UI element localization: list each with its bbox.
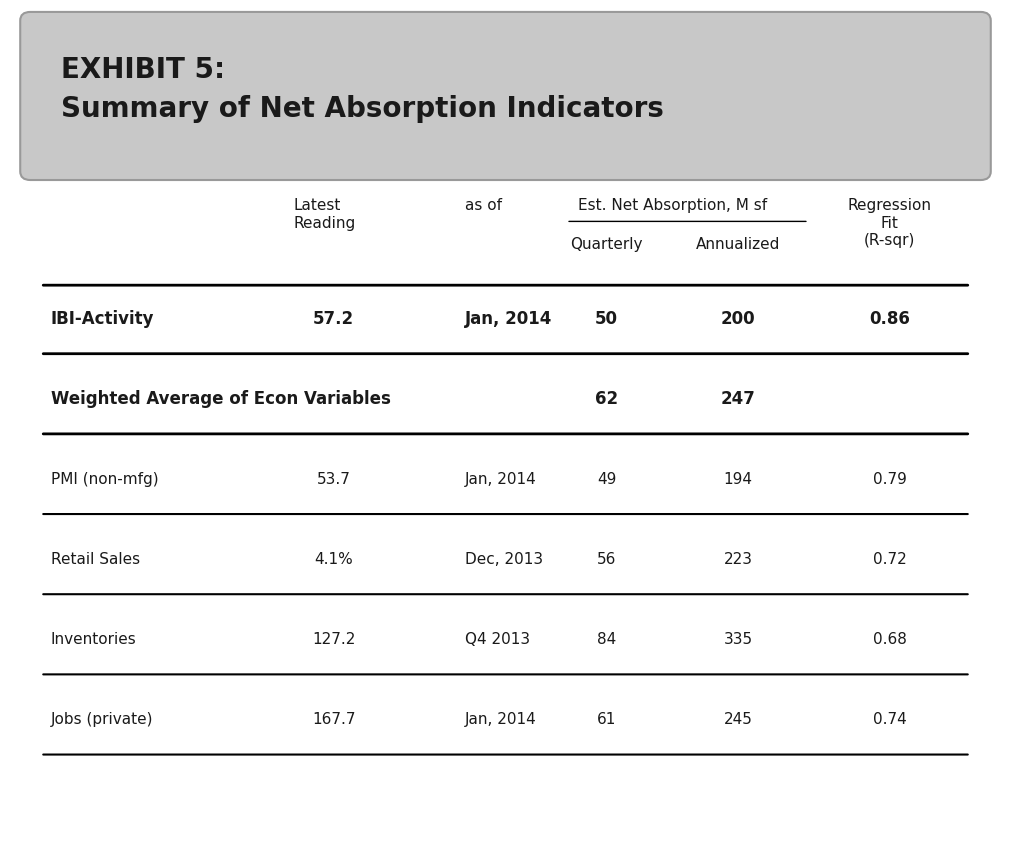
- Text: 84: 84: [596, 631, 617, 647]
- Text: PMI (non-mfg): PMI (non-mfg): [51, 471, 158, 486]
- Text: 61: 61: [596, 711, 617, 727]
- Text: Weighted Average of Econ Variables: Weighted Average of Econ Variables: [51, 390, 390, 407]
- Text: Inventories: Inventories: [51, 631, 136, 647]
- Text: 4.1%: 4.1%: [314, 551, 353, 567]
- Text: 0.72: 0.72: [872, 551, 907, 567]
- Text: Jobs (private): Jobs (private): [51, 711, 153, 727]
- Text: Summary of Net Absorption Indicators: Summary of Net Absorption Indicators: [61, 95, 663, 122]
- Text: Latest
Reading: Latest Reading: [293, 198, 356, 231]
- Text: 194: 194: [724, 471, 752, 486]
- Text: EXHIBIT 5:: EXHIBIT 5:: [61, 56, 224, 84]
- Text: 223: 223: [724, 551, 752, 567]
- Text: Jan, 2014: Jan, 2014: [465, 711, 537, 727]
- Text: Est. Net Absorption, M sf: Est. Net Absorption, M sf: [577, 198, 767, 213]
- Text: Quarterly: Quarterly: [570, 237, 643, 251]
- Text: 247: 247: [721, 390, 755, 407]
- Text: 200: 200: [721, 310, 755, 327]
- Text: Regression
Fit
(R-sqr): Regression Fit (R-sqr): [847, 198, 932, 248]
- Text: 0.86: 0.86: [869, 310, 910, 327]
- Text: 0.68: 0.68: [872, 631, 907, 647]
- Text: Retail Sales: Retail Sales: [51, 551, 140, 567]
- Text: as of: as of: [465, 198, 502, 213]
- Text: 56: 56: [596, 551, 617, 567]
- Text: 245: 245: [724, 711, 752, 727]
- Text: 167.7: 167.7: [311, 711, 356, 727]
- Text: Dec, 2013: Dec, 2013: [465, 551, 543, 567]
- Text: IBI-Activity: IBI-Activity: [51, 310, 154, 327]
- Text: 0.79: 0.79: [872, 471, 907, 486]
- Text: 53.7: 53.7: [316, 471, 351, 486]
- Text: 49: 49: [596, 471, 617, 486]
- Text: 57.2: 57.2: [313, 310, 354, 327]
- Text: Annualized: Annualized: [696, 237, 780, 251]
- Text: 50: 50: [595, 310, 618, 327]
- Text: Q4 2013: Q4 2013: [465, 631, 530, 647]
- Text: 335: 335: [724, 631, 752, 647]
- Text: Jan, 2014: Jan, 2014: [465, 310, 552, 327]
- Text: 62: 62: [595, 390, 618, 407]
- Text: 127.2: 127.2: [312, 631, 355, 647]
- Text: 0.74: 0.74: [872, 711, 907, 727]
- Text: Jan, 2014: Jan, 2014: [465, 471, 537, 486]
